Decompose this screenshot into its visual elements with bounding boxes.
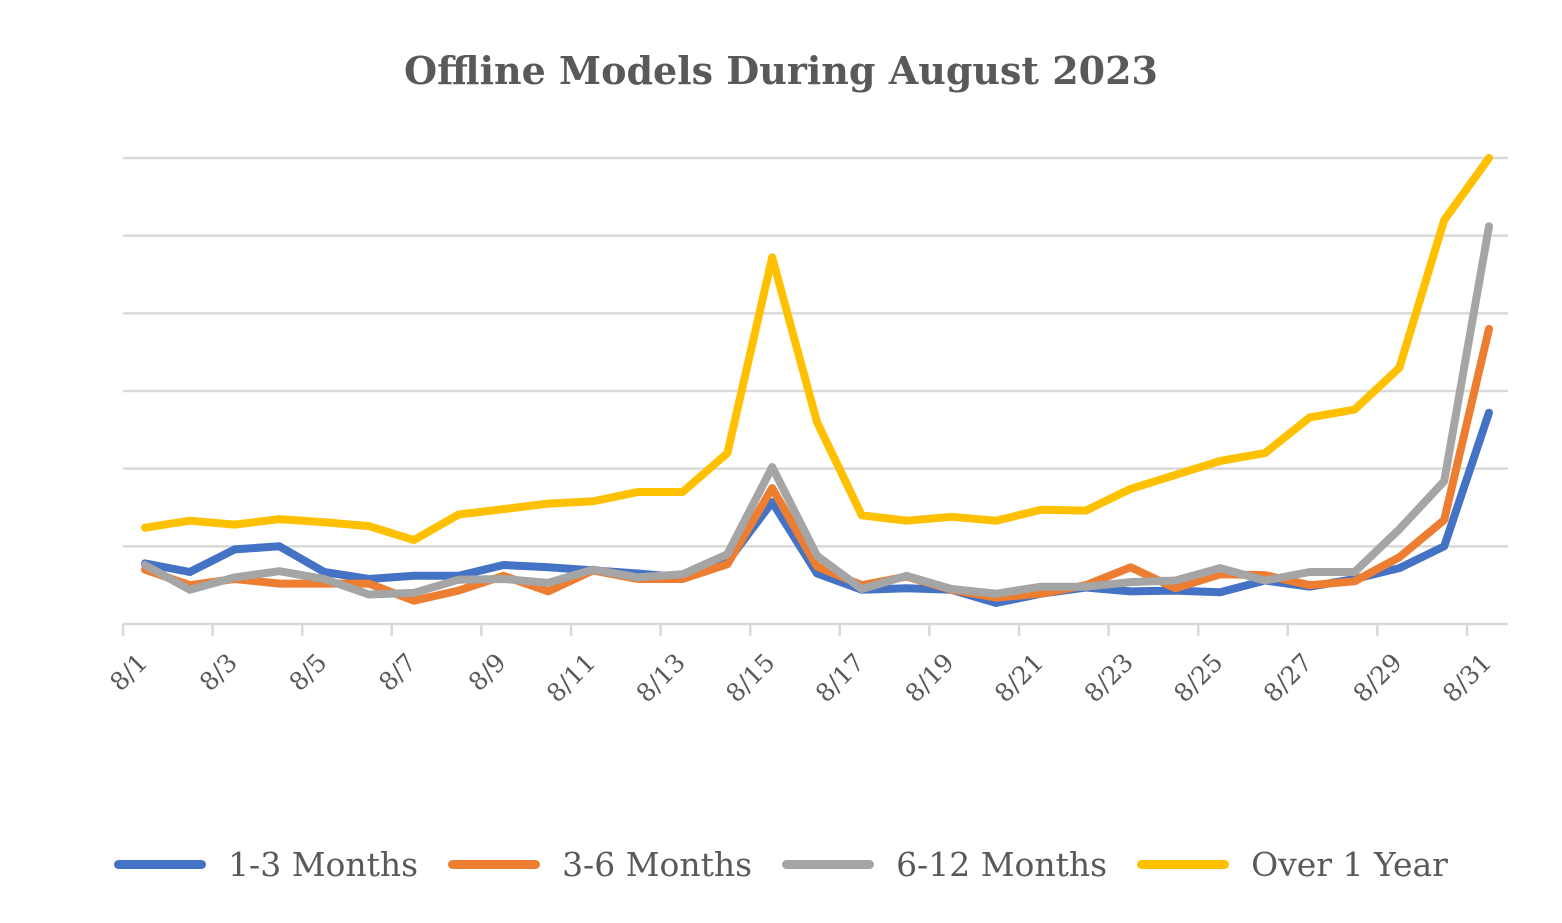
legend-item: 6-12 Months (782, 845, 1107, 884)
x-tick-label: 8/27 (1258, 648, 1318, 708)
chart-title: Offline Models During August 2023 (404, 48, 1158, 93)
x-tick-label: 8/29 (1347, 648, 1407, 708)
series-line-4 (141, 154, 1493, 545)
series-line-2 (141, 324, 1493, 605)
x-tick-label: 8/21 (989, 648, 1049, 708)
x-axis (121, 622, 1508, 636)
legend-label: 1-3 Months (228, 845, 419, 884)
legend-swatch (1137, 860, 1230, 869)
series-line-3 (141, 222, 1493, 599)
x-tick-label: 8/1 (104, 648, 153, 697)
x-tick-label: 8/9 (463, 648, 512, 697)
x-tick-label: 8/17 (810, 648, 870, 708)
legend-label: 6-12 Months (896, 845, 1108, 884)
legend-item: 1-3 Months (114, 845, 418, 884)
x-tick-label: 8/31 (1437, 648, 1497, 708)
x-tick-label: 8/23 (1079, 648, 1139, 708)
legend: 1-3 Months 3-6 Months 6-12 Months Over 1 Ye… (0, 845, 1562, 884)
x-tick-label: 8/3 (194, 648, 243, 697)
x-axis-tick-labels: 8/1 8/3 8/5 8/7 8/9 8/11 8/13 8/15 8/17 8/19 8/21 8… (104, 648, 1497, 708)
x-tick-label: 8/7 (373, 648, 422, 697)
grid-lines (123, 156, 1508, 548)
x-tick-label: 8/19 (899, 648, 959, 708)
legend-label: Over 1 Year (1251, 845, 1448, 884)
legend-label: 3-6 Months (562, 845, 753, 884)
x-tick-label: 8/15 (720, 648, 780, 708)
x-tick-label: 8/11 (541, 648, 601, 708)
legend-item: 3-6 Months (448, 845, 752, 884)
legend-swatch (448, 860, 541, 869)
legend-swatch (114, 860, 207, 869)
series-lines (141, 154, 1493, 607)
x-tick-label: 8/25 (1168, 648, 1228, 708)
x-tick-label: 8/5 (283, 648, 332, 697)
legend-item: Over 1 Year (1137, 845, 1448, 884)
legend-swatch (782, 860, 875, 869)
x-tick-label: 8/13 (631, 648, 691, 708)
